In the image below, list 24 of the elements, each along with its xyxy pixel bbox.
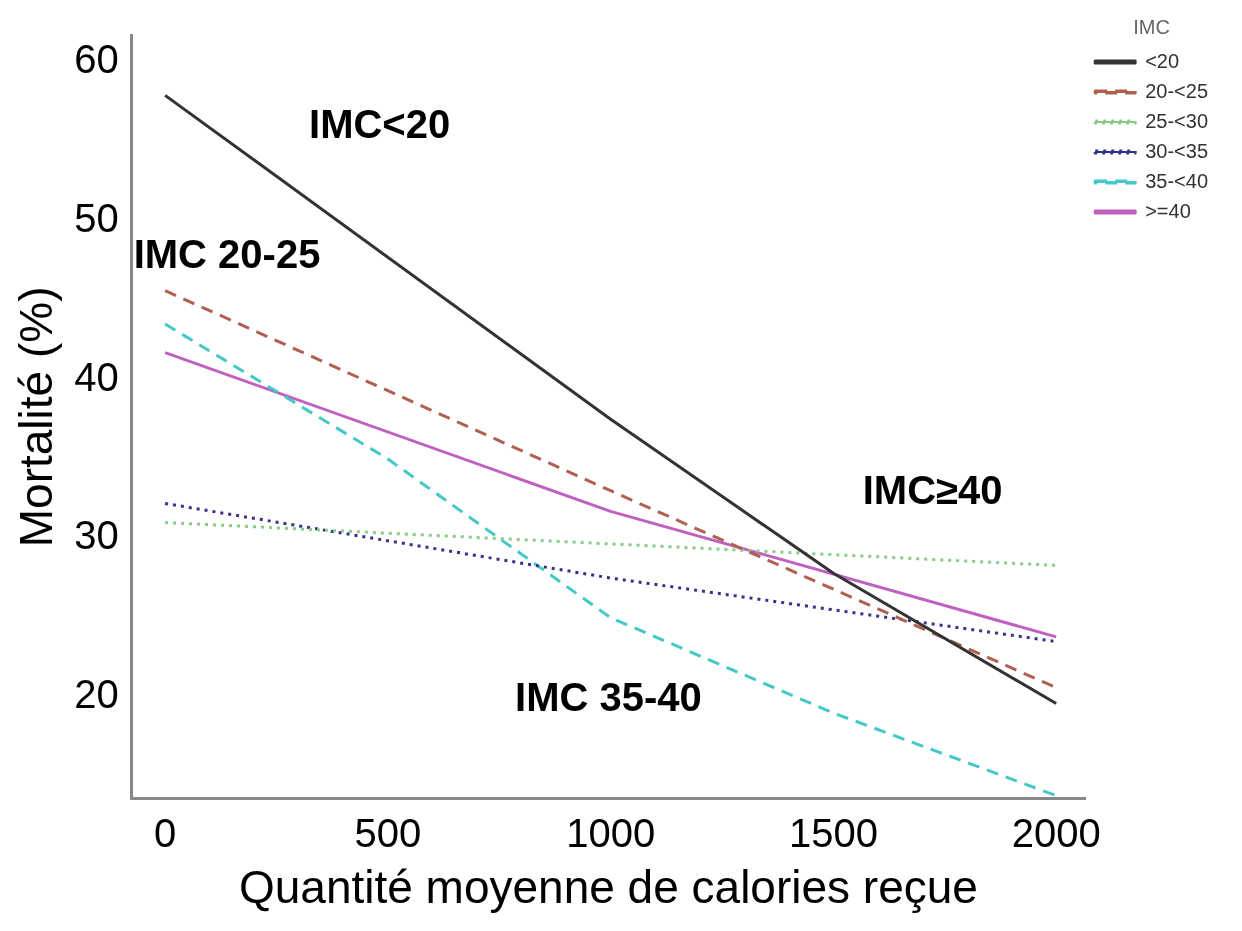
y-tick-label: 20 bbox=[74, 672, 119, 717]
y-tick-label: 30 bbox=[74, 513, 119, 558]
legend-title: IMC bbox=[1133, 15, 1170, 38]
legend-label: 20-<25 bbox=[1145, 79, 1209, 102]
legend-label: 25-<30 bbox=[1145, 109, 1209, 132]
legend-label: 35-<40 bbox=[1145, 169, 1209, 192]
y-axis-title: Mortalité (%) bbox=[10, 286, 63, 548]
x-tick-label: 1500 bbox=[788, 810, 878, 855]
y-tick-label: 40 bbox=[74, 354, 119, 399]
x-tick-label: 1000 bbox=[566, 810, 656, 855]
y-tick-label: 60 bbox=[74, 37, 119, 82]
x-tick-label: 0 bbox=[153, 810, 177, 855]
legend-label: 30-<35 bbox=[1145, 139, 1209, 162]
annotation: IMC≥40 bbox=[862, 468, 1003, 513]
x-tick-label: 500 bbox=[354, 810, 422, 855]
legend-label: <20 bbox=[1145, 49, 1180, 72]
annotation: IMC 20-25 bbox=[133, 231, 321, 276]
y-tick-label: 50 bbox=[74, 195, 119, 240]
x-tick-label: 2000 bbox=[1011, 810, 1101, 855]
annotation: IMC<20 bbox=[309, 101, 451, 146]
line-series bbox=[163, 322, 1058, 798]
legend-label: >=40 bbox=[1145, 199, 1191, 222]
x-axis-title: Quantité moyenne de calories reçue bbox=[238, 861, 978, 914]
annotation: IMC 35-40 bbox=[515, 674, 702, 719]
